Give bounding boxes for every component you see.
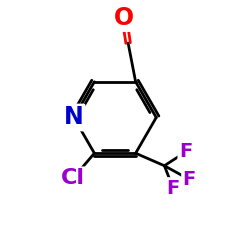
- Text: F: F: [179, 142, 192, 162]
- Text: O: O: [114, 6, 134, 30]
- Text: Cl: Cl: [61, 168, 85, 188]
- Text: F: F: [166, 179, 180, 198]
- Text: N: N: [64, 106, 84, 130]
- Text: F: F: [183, 170, 196, 189]
